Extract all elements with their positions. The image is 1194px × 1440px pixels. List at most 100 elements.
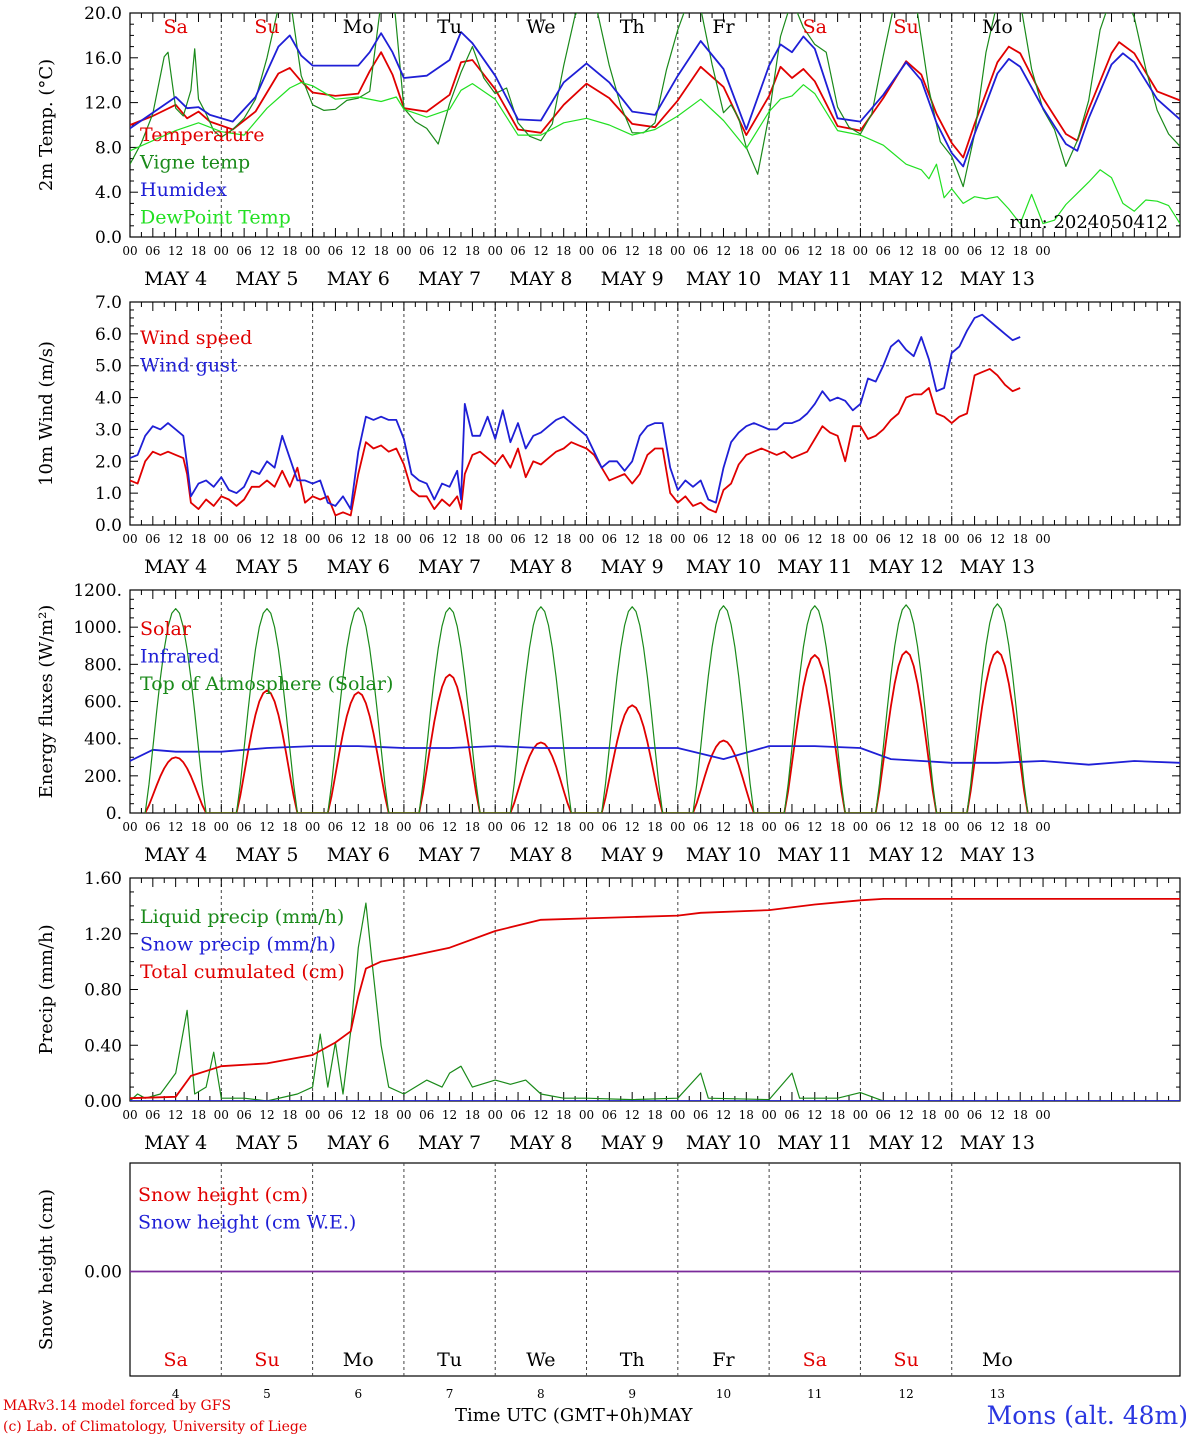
legend-entry: Snow precip (mm/h) [140,934,336,956]
hour-tick-label: 12 [898,1108,913,1122]
series-line-red [130,898,1180,1100]
hour-tick-label: 12 [259,1108,274,1122]
weekday-label-top: Sa [803,16,827,38]
hour-tick-label: 12 [990,244,1005,258]
hour-tick-label: 06 [602,820,617,834]
hour-tick-label: 12 [442,244,457,258]
weekday-label-top: Sa [163,16,187,38]
hour-tick-label: 18 [373,1108,388,1122]
hour-tick-label: 00 [305,532,320,546]
y-tick-label: 12.0 [84,94,122,114]
y-tick-label: 0.0 [95,516,122,536]
station-label: Mons (alt. 48m) [986,1401,1188,1430]
hour-tick-label: 18 [282,244,297,258]
hour-tick-label: 12 [442,532,457,546]
hour-tick-label: 12 [625,820,640,834]
weekday-label-bottom: We [526,1349,555,1371]
hour-tick-label: 00 [579,1108,594,1122]
x-axis-month: MAY [649,1405,693,1426]
hour-tick-label: 06 [145,1108,160,1122]
weekday-label-top: Su [893,16,918,38]
hour-tick-label: 18 [373,820,388,834]
run-label: run: 2024050412 [1010,212,1168,233]
y-tick-label: 0.00 [84,1092,122,1112]
legend-entry: Humidex [140,179,227,201]
y-axis-label: Snow height (cm) [36,1189,57,1350]
hour-tick-label: 00 [579,532,594,546]
day-date-label: MAY 4 [144,1132,207,1154]
hour-tick-label: 00 [761,532,776,546]
hour-tick-label: 06 [236,1108,251,1122]
hour-tick-label: 06 [602,532,617,546]
weekday-label-bottom: Fr [712,1349,735,1371]
hour-tick-label: 00 [122,820,137,834]
hour-tick-label: 00 [761,244,776,258]
hour-tick-label: 00 [944,820,959,834]
hour-tick-label: 12 [625,1108,640,1122]
hour-tick-label: 18 [921,820,936,834]
y-tick-label: 1.20 [84,925,122,945]
hour-tick-label: 18 [282,532,297,546]
legend-entry: Wind gust [140,355,238,377]
hour-tick-label: 00 [579,820,594,834]
hour-tick-label: 06 [693,820,708,834]
hour-tick-label: 18 [739,820,754,834]
day-date-label: MAY 11 [777,844,852,866]
hour-tick-label: 18 [556,1108,571,1122]
legend-entry: Solar [140,618,192,640]
hour-tick-label: 06 [967,244,982,258]
hour-tick-label: 06 [876,820,891,834]
legend-entry: Wind speed [140,327,252,349]
hour-tick-label: 12 [716,820,731,834]
x-axis-title-text: Time UTC (GMT+0h) [455,1405,650,1426]
hour-tick-label: 12 [533,244,548,258]
hour-tick-label: 12 [898,820,913,834]
hour-tick-label: 12 [807,244,822,258]
hour-tick-label: 12 [807,532,822,546]
hour-tick-label: 18 [191,532,206,546]
weekday-label-top: We [526,16,555,38]
y-axis-label: 2m Temp. (°C) [36,59,57,191]
y-tick-label: 800. [84,655,122,675]
hour-tick-label: 18 [556,532,571,546]
hour-tick-label: 00 [488,532,503,546]
hour-tick-label: 00 [579,244,594,258]
hour-tick-label: 18 [191,244,206,258]
weekday-label-bottom: Th [620,1349,645,1371]
hour-tick-label: 12 [351,532,366,546]
x-axis-title: Time UTC (GMT+0h)MAY [455,1405,692,1426]
y-tick-label: 0.80 [84,981,122,1001]
day-date-label: MAY 6 [327,1132,390,1154]
hour-tick-label: 12 [716,532,731,546]
hour-tick-label: 12 [351,1108,366,1122]
day-date-label: MAY 12 [869,1132,944,1154]
hour-tick-label: 06 [784,1108,799,1122]
hour-tick-label: 00 [122,244,137,258]
day-date-label: MAY 11 [777,268,852,290]
hour-tick-label: 06 [328,244,343,258]
hour-tick-label: 00 [396,1108,411,1122]
day-number-label: 9 [628,1387,636,1401]
day-date-label: MAY 4 [144,268,207,290]
day-date-label: MAY 9 [601,268,664,290]
hour-tick-label: 18 [1013,244,1028,258]
y-tick-label: 8.0 [95,138,122,158]
y-axis-label: Precip (mm/h) [36,924,57,1054]
hour-tick-label: 18 [191,1108,206,1122]
y-axis-label: 10m Wind (m/s) [36,341,57,486]
series-line-red [130,41,1180,159]
hour-tick-label: 18 [830,532,845,546]
day-date-label: MAY 8 [509,844,572,866]
hour-tick-label: 06 [510,244,525,258]
day-date-label: MAY 10 [686,268,761,290]
day-number-label: 6 [354,1387,362,1401]
hour-tick-label: 18 [556,244,571,258]
day-date-label: MAY 6 [327,844,390,866]
y-tick-label: 4.0 [95,389,122,409]
hour-tick-label: 00 [122,1108,137,1122]
hour-tick-label: 06 [419,244,434,258]
weekday-label-bottom: Su [893,1349,918,1371]
hour-tick-label: 00 [944,244,959,258]
y-tick-label: 1000. [73,618,122,638]
day-date-label: MAY 9 [601,844,664,866]
